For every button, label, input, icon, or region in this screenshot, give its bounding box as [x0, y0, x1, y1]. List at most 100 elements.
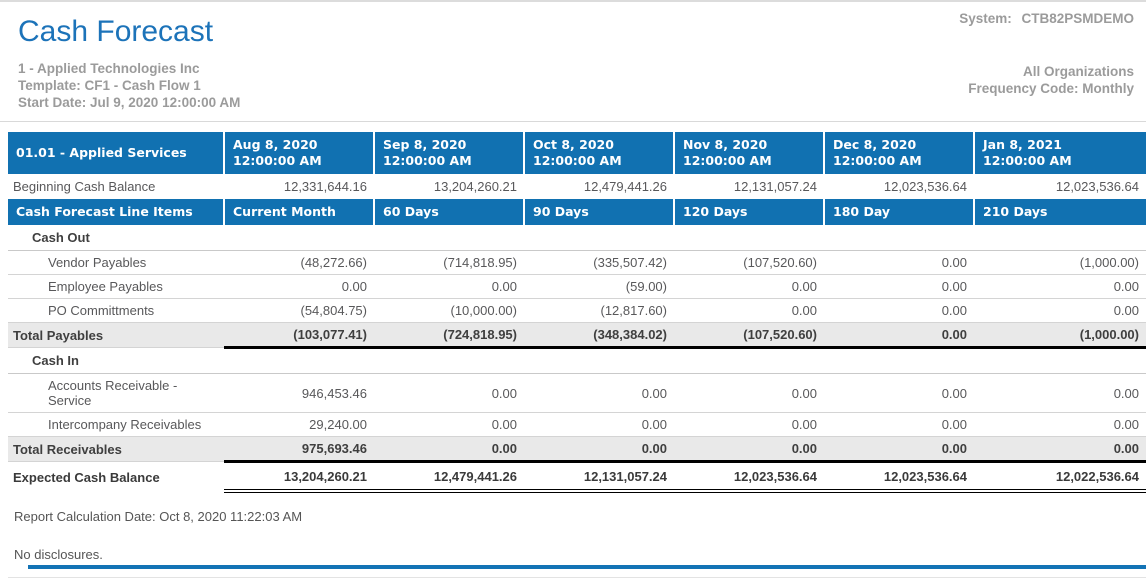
frequency-line: Frequency Code: Monthly: [968, 81, 1134, 96]
row-label: Vendor Payables: [8, 250, 224, 275]
row-value: 0.00: [224, 274, 374, 299]
period-column-header: Nov 8, 2020 12:00:00 AM: [673, 132, 824, 174]
period-time: 12:00:00 AM: [233, 153, 322, 168]
row-value: 0.00: [374, 436, 524, 463]
row-value: (1,000.00): [974, 250, 1146, 275]
period-column-header: Dec 8, 2020 12:00:00 AM: [823, 132, 974, 174]
row-value: 0.00: [524, 412, 674, 437]
period-time: 12:00:00 AM: [983, 153, 1072, 168]
period-time: 12:00:00 AM: [383, 153, 472, 168]
cash-forecast-table: 01.01 - Applied Services Aug 8, 2020 12:0…: [8, 132, 1146, 493]
section-filler: [224, 225, 1146, 251]
row-value: 0.00: [374, 274, 524, 299]
row-value: (12,817.60): [524, 298, 674, 323]
row-value: 0.00: [974, 412, 1146, 437]
item-row: PO Committments (54,804.75) (10,000.00) (12…: [8, 298, 1146, 323]
row-value: (724,818.95): [374, 322, 524, 349]
total-row: Total Payables (103,077.41) (724,818.95) (3…: [8, 322, 1146, 349]
row-value: (54,804.75): [224, 298, 374, 323]
row-label: Accounts Receivable - Service: [8, 373, 224, 413]
bucket-column-header: 180 Day: [823, 199, 974, 225]
bottom-rule: [28, 565, 1146, 569]
beginning-balance-value: 12,023,536.64: [883, 179, 967, 194]
report-calc-date: Report Calculation Date: Oct 8, 2020 11:…: [14, 509, 303, 524]
row-label: Expected Cash Balance: [13, 469, 160, 485]
entity-header-row: 01.01 - Applied Services Aug 8, 2020 12:0…: [8, 132, 1146, 174]
row-value: 0.00: [824, 436, 974, 463]
page-title: Cash Forecast: [18, 15, 214, 48]
beginning-balance-value: 12,331,644.16: [283, 179, 367, 194]
report-header-right: System: CTB82PSMDEMO All Organizations F…: [959, 10, 1134, 111]
period-date: Sep 8, 2020: [383, 137, 467, 152]
report-header: Cash Forecast 1 - Applied Technologies I…: [0, 2, 1146, 111]
period-date: Jan 8, 2021: [983, 137, 1062, 152]
period-time: 12:00:00 AM: [833, 153, 922, 168]
row-label: Total Receivables: [8, 436, 224, 462]
bucket-column-header: 210 Days: [973, 199, 1146, 225]
line-items-header-row: Cash Forecast Line Items Current Month 60…: [8, 199, 1146, 225]
system-line: System: CTB82PSMDEMO: [959, 10, 1134, 27]
period-column-header: Oct 8, 2020 12:00:00 AM: [523, 132, 674, 174]
row-value: 0.00: [374, 373, 524, 413]
row-value: 0.00: [674, 373, 824, 413]
start-date-line: Start Date: Jul 9, 2020 12:00:00 AM: [18, 95, 241, 110]
row-value: 0.00: [824, 298, 974, 323]
system-label: System:: [959, 11, 1012, 26]
bucket-column-header: 60 Days: [373, 199, 524, 225]
period-column-header: Aug 8, 2020 12:00:00 AM: [223, 132, 374, 174]
row-value: 0.00: [524, 373, 674, 413]
row-label: Intercompany Receivables: [8, 412, 224, 437]
disclosures: No disclosures.: [14, 547, 103, 562]
row-value: 12,022,536.64: [974, 461, 1146, 493]
total-row: Total Receivables 975,693.46 0.00 0.00 0.00 0…: [8, 436, 1146, 463]
section-row: Cash In: [8, 347, 1146, 374]
row-value: (348,384.02): [524, 322, 674, 349]
row-value: 0.00: [524, 436, 674, 463]
row-value: 12,023,536.64: [674, 461, 824, 493]
row-value: (335,507.42): [524, 250, 674, 275]
row-value: 0.00: [824, 322, 974, 349]
row-label: Cash In: [8, 347, 224, 374]
row-value: (10,000.00): [374, 298, 524, 323]
entity-header-label: 01.01 - Applied Services: [8, 132, 224, 174]
beginning-balance-label: Beginning Cash Balance: [13, 179, 156, 194]
period-time: 12:00:00 AM: [683, 153, 772, 168]
row-label: Employee Payables: [8, 274, 224, 299]
row-value: (714,818.95): [374, 250, 524, 275]
row-value: 12,131,057.24: [524, 461, 674, 493]
row-value: 0.00: [824, 274, 974, 299]
line-items-header-label: Cash Forecast Line Items: [8, 199, 224, 225]
organizations-line: All Organizations: [1022, 64, 1134, 79]
section-filler: [224, 347, 1146, 374]
row-value: 0.00: [824, 373, 974, 413]
table-body: 01.01 - Applied Services Aug 8, 2020 12:0…: [8, 132, 1146, 493]
header-divider: [0, 121, 1146, 122]
period-date: Aug 8, 2020: [233, 137, 318, 152]
row-value: 13,204,260.21: [224, 461, 374, 493]
row-value: 0.00: [974, 274, 1146, 299]
period-column-header: Sep 8, 2020 12:00:00 AM: [373, 132, 524, 174]
row-value: 0.00: [974, 436, 1146, 463]
row-value: (48,272.66): [224, 250, 374, 275]
row-value: 0.00: [674, 274, 824, 299]
beginning-balance-value: 12,131,057.24: [733, 179, 817, 194]
report-header-left: Cash Forecast 1 - Applied Technologies I…: [18, 10, 240, 111]
row-value: 0.00: [374, 412, 524, 437]
row-value: (107,520.60): [674, 322, 824, 349]
row-value: (107,520.60): [674, 250, 824, 275]
row-value: 29,240.00: [224, 412, 374, 437]
period-date: Oct 8, 2020: [533, 137, 614, 152]
row-value: 0.00: [974, 373, 1146, 413]
item-row: Intercompany Receivables 29,240.00 0.00 0.0…: [8, 412, 1146, 437]
expected-row: Expected Cash Balance 13,204,260.21 12,479…: [8, 461, 1146, 493]
bucket-column-header: 90 Days: [523, 199, 674, 225]
row-value: 0.00: [974, 298, 1146, 323]
period-date: Nov 8, 2020: [683, 137, 768, 152]
beginning-balance-value: 12,023,536.64: [1055, 179, 1139, 194]
beginning-balance-value: 12,479,441.26: [583, 179, 667, 194]
row-value: 0.00: [674, 298, 824, 323]
period-time: 12:00:00 AM: [533, 153, 622, 168]
row-value: 0.00: [824, 250, 974, 275]
row-label: PO Committments: [8, 298, 224, 323]
